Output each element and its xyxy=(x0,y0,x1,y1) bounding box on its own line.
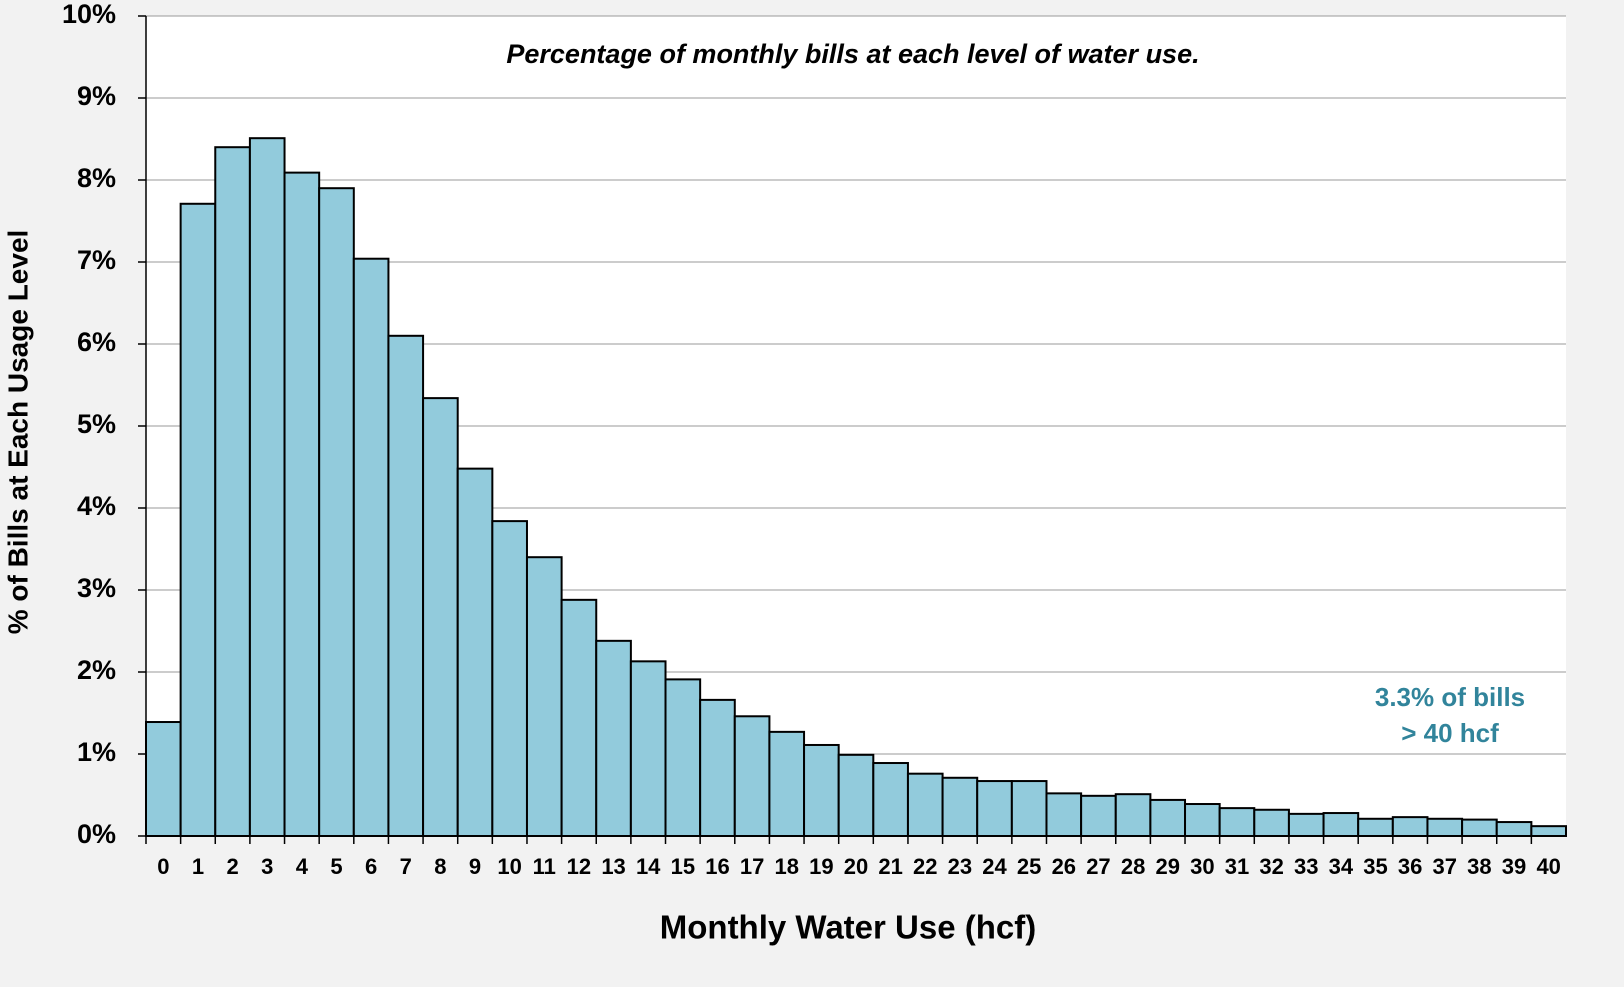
bar xyxy=(837,753,875,838)
x-tick-label: 40 xyxy=(1536,854,1560,879)
y-tick-label: 8% xyxy=(77,163,116,193)
y-tick-label: 10% xyxy=(62,0,116,29)
x-tick-label: 32 xyxy=(1259,854,1283,879)
bar xyxy=(1357,817,1394,838)
y-tick-label: 3% xyxy=(77,573,116,603)
x-tick-label: 19 xyxy=(809,854,833,879)
x-tick-label: 6 xyxy=(365,854,377,879)
chart-title: Percentage of monthly bills at each leve… xyxy=(506,39,1199,69)
x-tick-label: 29 xyxy=(1155,854,1179,879)
x-tick-label: 25 xyxy=(1017,854,1041,879)
x-tick-label: 15 xyxy=(671,854,695,879)
bar xyxy=(1184,803,1221,838)
x-tick-label: 21 xyxy=(878,854,902,879)
bar xyxy=(422,397,459,837)
bar xyxy=(456,467,494,837)
x-tick-label: 22 xyxy=(913,854,937,879)
bar xyxy=(872,762,909,838)
bar xyxy=(318,187,355,837)
x-tick-label: 8 xyxy=(434,854,446,879)
y-tick-label: 1% xyxy=(77,737,116,767)
x-tick-label: 24 xyxy=(982,854,1007,879)
x-tick-label: 37 xyxy=(1433,854,1457,879)
bar xyxy=(768,730,806,837)
annotation: > 40 hcf xyxy=(1401,718,1499,748)
x-tick-label: 5 xyxy=(330,854,342,879)
annotation: 3.3% of bills xyxy=(1375,682,1525,712)
bar xyxy=(179,202,217,837)
bar xyxy=(1253,808,1290,838)
x-tick-label: 11 xyxy=(533,854,556,879)
x-tick-label: 9 xyxy=(469,854,481,879)
bar xyxy=(145,721,182,838)
bar xyxy=(803,743,840,837)
bar xyxy=(1322,812,1360,837)
x-tick-label: 0 xyxy=(157,854,169,879)
y-tick-label: 7% xyxy=(77,245,116,275)
x-tick-label: 1 xyxy=(192,854,204,879)
bar xyxy=(248,137,286,837)
bar xyxy=(976,780,1013,837)
x-tick-label: 20 xyxy=(844,854,868,879)
bar xyxy=(283,171,321,837)
y-tick-label: 4% xyxy=(77,491,116,521)
bar xyxy=(1495,821,1533,837)
x-tick-label: 18 xyxy=(774,854,798,879)
x-tick-label: 35 xyxy=(1363,854,1387,879)
bar xyxy=(1149,798,1187,837)
y-axis-label: % of Bills at Each Usage Level xyxy=(2,230,33,635)
bar xyxy=(525,556,563,837)
bar xyxy=(1461,818,1498,837)
x-tick-label: 12 xyxy=(567,854,591,879)
y-tick-label: 5% xyxy=(77,409,116,439)
bar xyxy=(560,598,598,838)
y-tick-label: 6% xyxy=(77,327,116,357)
x-tick-label: 4 xyxy=(296,854,309,879)
x-tick-label: 28 xyxy=(1121,854,1145,879)
x-tick-label: 23 xyxy=(948,854,972,879)
x-tick-label: 34 xyxy=(1329,854,1354,879)
bar xyxy=(491,520,528,837)
x-tick-label: 38 xyxy=(1467,854,1491,879)
x-tick-label: 2 xyxy=(226,854,238,879)
bar xyxy=(664,678,702,837)
bar xyxy=(352,257,390,838)
x-tick-label: 16 xyxy=(705,854,729,879)
bar xyxy=(733,715,771,838)
bar xyxy=(629,660,667,838)
bar xyxy=(387,334,425,837)
x-tick-label: 10 xyxy=(497,854,521,879)
x-tick-label: 27 xyxy=(1086,854,1110,879)
bar xyxy=(214,146,251,837)
x-axis-label: Monthly Water Use (hcf) xyxy=(660,909,1036,946)
bar xyxy=(1218,807,1256,837)
bar xyxy=(941,776,979,838)
x-tick-label: 14 xyxy=(636,854,661,879)
x-tick-label: 39 xyxy=(1502,854,1526,879)
bar xyxy=(906,772,944,837)
x-tick-label: 3 xyxy=(261,854,273,879)
bar xyxy=(699,698,736,837)
y-tick-label: 2% xyxy=(77,655,116,685)
bar xyxy=(1080,794,1117,838)
x-tick-label: 36 xyxy=(1398,854,1422,879)
x-tick-label: 30 xyxy=(1190,854,1214,879)
bar xyxy=(1287,812,1325,837)
x-tick-label: 7 xyxy=(400,854,412,879)
x-tick-label: 31 xyxy=(1225,854,1249,879)
bar xyxy=(1530,825,1567,837)
bar xyxy=(1391,816,1429,838)
x-tick-label: 33 xyxy=(1294,854,1318,879)
bar xyxy=(1114,793,1152,837)
bar xyxy=(1426,817,1464,838)
bar xyxy=(1045,792,1083,837)
bar xyxy=(595,639,632,838)
bar xyxy=(1010,780,1048,837)
x-tick-label: 26 xyxy=(1052,854,1076,879)
y-tick-label: 0% xyxy=(77,819,116,849)
x-tick-label: 13 xyxy=(601,854,625,879)
x-tick-label: 17 xyxy=(740,854,764,879)
y-tick-label: 9% xyxy=(77,81,116,111)
